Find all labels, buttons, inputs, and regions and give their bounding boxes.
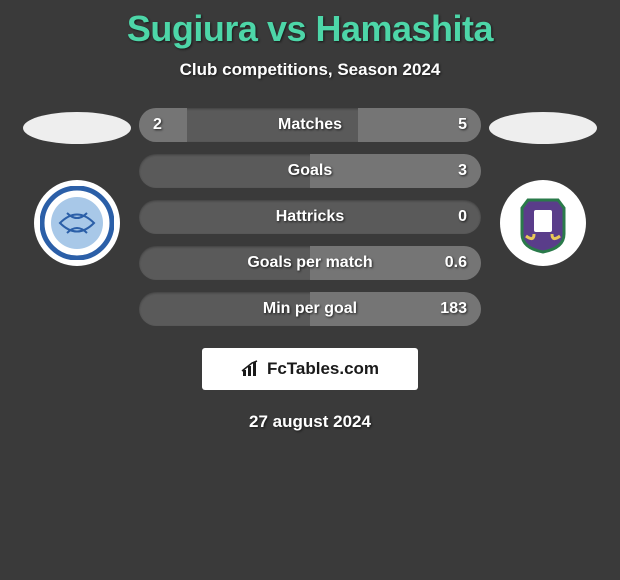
- stat-left-value: 2: [153, 116, 162, 134]
- stat-right-value: 183: [440, 300, 467, 318]
- stat-row: Goals per match 0.6: [139, 246, 481, 280]
- comparison-card: Sugiura vs Hamashita Club competitions, …: [0, 0, 620, 432]
- brand-text: FcTables.com: [267, 359, 379, 379]
- stat-fill-left: [139, 108, 187, 142]
- main-row: 2 Matches 5 Goals 3 Hattricks 0 Goals per match…: [0, 108, 620, 326]
- stat-label: Matches: [278, 116, 342, 134]
- stat-right-value: 0.6: [445, 254, 467, 272]
- stat-row: 2 Matches 5: [139, 108, 481, 142]
- left-team-column: [23, 108, 131, 266]
- stat-fill-right: [310, 154, 481, 188]
- date-text: 27 august 2024: [0, 412, 620, 432]
- chart-icon: [241, 360, 261, 378]
- stat-row: Min per goal 183: [139, 292, 481, 326]
- right-team-column: [489, 108, 597, 266]
- left-badge-icon: [40, 186, 114, 260]
- page-title: Sugiura vs Hamashita: [0, 8, 620, 50]
- stat-row: Hattricks 0: [139, 200, 481, 234]
- left-team-name-oval: [23, 112, 131, 144]
- right-badge-icon: [506, 186, 580, 260]
- right-team-name-oval: [489, 112, 597, 144]
- stat-right-value: 0: [458, 208, 467, 226]
- stat-label: Min per goal: [263, 300, 357, 318]
- stat-label: Hattricks: [276, 208, 344, 226]
- stat-label: Goals per match: [247, 254, 372, 272]
- stats-column: 2 Matches 5 Goals 3 Hattricks 0 Goals per match…: [139, 108, 481, 326]
- page-subtitle: Club competitions, Season 2024: [0, 60, 620, 80]
- brand-box[interactable]: FcTables.com: [202, 348, 418, 390]
- right-team-badge: [500, 180, 586, 266]
- left-team-badge: [34, 180, 120, 266]
- stat-row: Goals 3: [139, 154, 481, 188]
- stat-label: Goals: [288, 162, 332, 180]
- stat-right-value: 5: [458, 116, 467, 134]
- stat-right-value: 3: [458, 162, 467, 180]
